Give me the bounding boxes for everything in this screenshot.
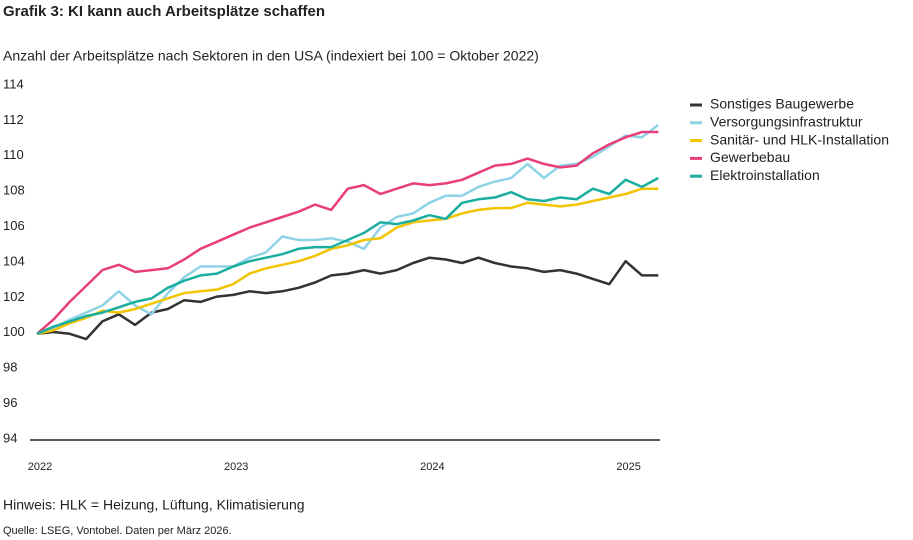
series-line — [36, 176, 659, 335]
source: Quelle: LSEG, Vontobel. Daten per März 2… — [3, 525, 232, 537]
y-tick-label: 96 — [3, 395, 17, 410]
y-tick-label: 112 — [3, 112, 24, 127]
chart-title: Grafik 3: KI kann auch Arbeitsplätze sch… — [3, 3, 325, 20]
y-tick-label: 108 — [3, 183, 25, 198]
x-tick-label: 2025 — [616, 461, 640, 473]
legend-label: Versorgungsinfrastruktur — [710, 114, 863, 130]
x-tick-label: 2023 — [224, 461, 248, 473]
y-tick-label: 106 — [3, 218, 25, 233]
legend-label: Sonstiges Baugewerbe — [710, 96, 854, 112]
legend-label: Elektroinstallation — [710, 167, 820, 183]
y-tick-label: 114 — [3, 76, 24, 91]
legend-label: Sanitär- und HLK-Installation — [710, 131, 889, 147]
y-tick-label: 110 — [3, 147, 24, 162]
x-tick-label: 2022 — [28, 461, 52, 473]
y-tick-label: 94 — [3, 430, 17, 445]
series-line — [36, 187, 659, 336]
legend-label: Gewerbebau — [710, 149, 790, 165]
note: Hinweis: HLK = Heizung, Lüftung, Klimati… — [3, 497, 305, 513]
y-tick-label: 102 — [3, 289, 25, 304]
y-tick-label: 98 — [3, 360, 17, 375]
chart-subtitle: Anzahl der Arbeitsplätze nach Sektoren i… — [3, 48, 539, 64]
series-line — [36, 130, 659, 335]
y-tick-label: 100 — [3, 324, 25, 339]
x-tick-label: 2024 — [420, 461, 444, 473]
series-line — [36, 256, 659, 341]
y-tick-label: 104 — [3, 253, 25, 268]
